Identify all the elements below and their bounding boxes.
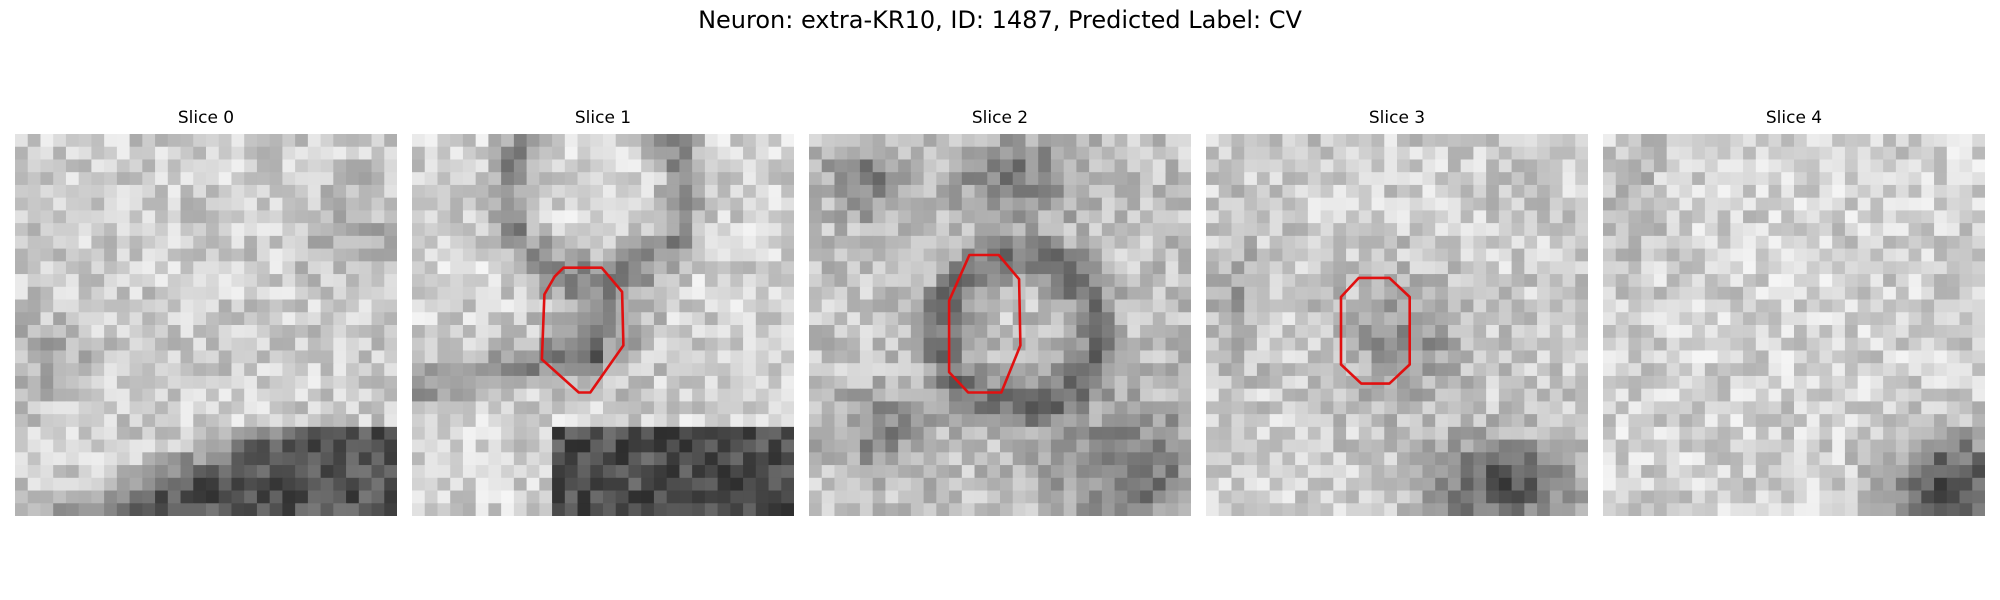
roi-contour-outline [540, 266, 625, 394]
slice-title: Slice 0 [177, 108, 235, 128]
slice-title: Slice 4 [1765, 108, 1823, 128]
slice-title: Slice 2 [971, 108, 1029, 128]
roi-contour-outline [1339, 276, 1411, 385]
slice-title: Slice 3 [1368, 108, 1426, 128]
grayscale-microscopy-image [1206, 134, 1588, 516]
slice-image [412, 134, 794, 516]
slice-image [1206, 134, 1588, 516]
slice-image [15, 134, 397, 516]
roi-contour-outline [947, 253, 1022, 394]
figure-title: Neuron: extra-KR10, ID: 1487, Predicted … [698, 6, 1302, 34]
slice-title: Slice 1 [574, 108, 632, 128]
slice-image [809, 134, 1191, 516]
grayscale-microscopy-image [15, 134, 397, 516]
grayscale-microscopy-image [1603, 134, 1985, 516]
grayscale-microscopy-image [809, 134, 1191, 516]
grayscale-microscopy-image [412, 134, 794, 516]
slice-image [1603, 134, 1985, 516]
